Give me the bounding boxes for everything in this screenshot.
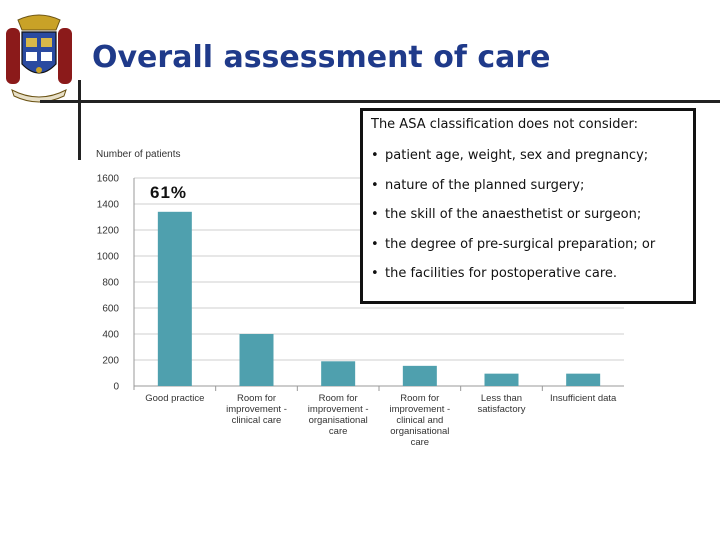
y-tick-label: 600: [102, 304, 119, 315]
crest-icon: [4, 12, 74, 104]
x-category-label: satisfactory: [477, 404, 525, 415]
y-tick-label: 1200: [97, 226, 120, 237]
y-tick-label: 1400: [97, 200, 120, 211]
callout-bullet: • nature of the planned surgery;: [371, 177, 585, 193]
x-category-label: Good practice: [145, 393, 204, 404]
callout-bullet: • the skill of the anaesthetist or surgeo…: [371, 207, 642, 222]
callout-bullet: • patient age, weight, sex and pregnancy;: [371, 148, 649, 163]
x-category-label: improvement -: [389, 404, 450, 415]
callout-title: The ASA classification does not consider…: [371, 117, 638, 132]
x-category-label: care: [329, 426, 347, 437]
x-category-label: organisational: [390, 426, 449, 437]
x-category-label: Insufficient data: [550, 393, 617, 404]
x-category-label: Room for: [400, 393, 439, 404]
x-category-label: improvement -: [308, 404, 369, 415]
x-category-label: organisational: [309, 415, 368, 426]
x-category-label: clinical and: [396, 415, 443, 426]
y-tick-label: 1000: [97, 252, 120, 263]
bar: [566, 373, 601, 386]
y-axis-label: Number of patients: [96, 149, 181, 160]
y-tick-label: 800: [102, 278, 119, 289]
bar: [484, 373, 519, 386]
x-category-label: improvement -: [226, 404, 287, 415]
slide-title: Overall assessment of care: [92, 40, 551, 75]
x-category-label: Room for: [237, 393, 276, 404]
percent-annotation: 61%: [150, 183, 188, 202]
bar: [239, 334, 274, 386]
bar: [157, 211, 192, 386]
y-tick-label: 400: [102, 330, 119, 341]
bar: [321, 361, 356, 386]
y-tick-label: 1600: [97, 174, 120, 185]
x-category-label: Room for: [319, 393, 358, 404]
callout-bullet: • the facilities for postoperative care.: [371, 266, 618, 281]
x-category-label: Less than: [481, 393, 522, 404]
title-vertical-rule: [78, 80, 81, 160]
asa-callout-box: The ASA classification does not consider…: [360, 108, 696, 304]
x-category-label: care: [411, 437, 429, 448]
callout-bullet: • the degree of pre-surgical preparation;…: [371, 236, 656, 252]
bar: [402, 365, 437, 386]
title-underline: [40, 100, 720, 103]
y-tick-label: 0: [113, 382, 119, 393]
x-category-label: clinical care: [232, 415, 282, 426]
y-tick-label: 200: [102, 356, 119, 367]
